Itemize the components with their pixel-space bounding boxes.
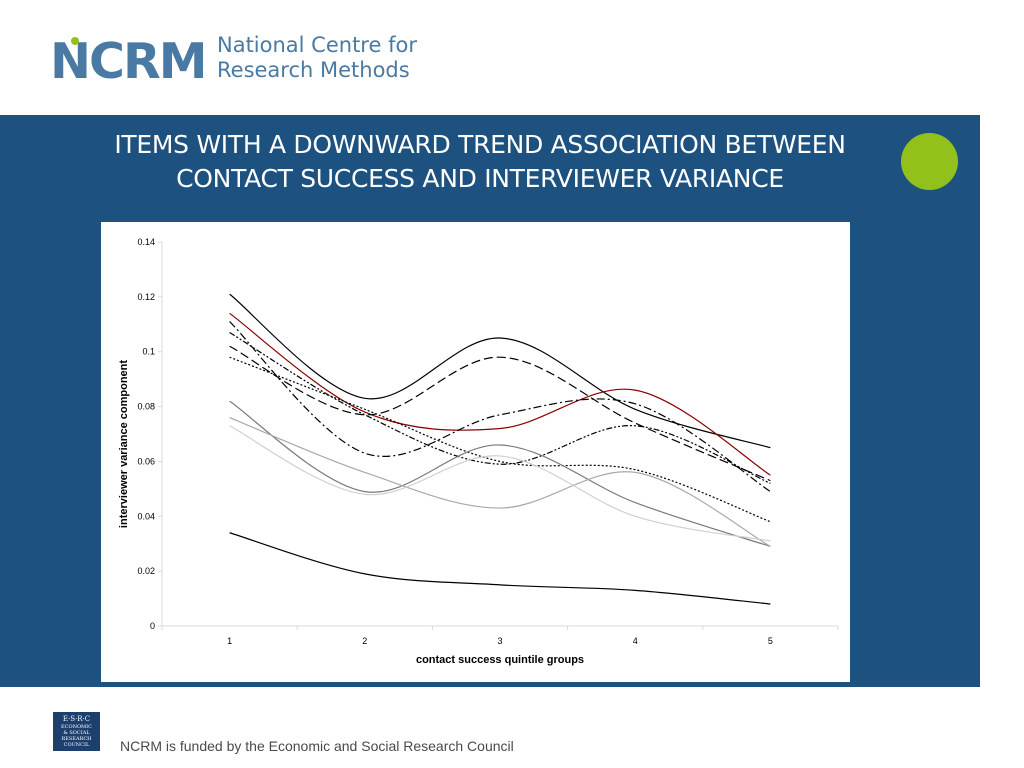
series-line-5: [229, 332, 771, 484]
esrc-logo-line-4: RESEARCH: [61, 736, 92, 742]
y-tick-label: 0.06: [137, 456, 155, 466]
esrc-logo-background: [53, 712, 100, 751]
series-line-7: [229, 400, 771, 548]
x-tick-label: 4: [633, 636, 638, 646]
chart-panel: 0 0.02 0.04 0.06 0.08 0.1 0.12 0.14 1 2 3 4 5 contact…: [101, 222, 850, 682]
title-line-2: CONTACT SUCCESS AND INTERVIEWER VARIANCE: [176, 164, 784, 193]
esrc-logo-line-3: & SOCIAL: [63, 730, 90, 736]
y-axis-title: interviewer variance component: [118, 360, 130, 528]
series-line-2: [229, 312, 771, 476]
x-axis-title: contact success quintile groups: [416, 654, 584, 666]
y-tick-label: 0.04: [137, 511, 155, 521]
y-tick-label: 0.1: [142, 347, 155, 357]
logo-dot: [71, 37, 79, 45]
line-chart: 0 0.02 0.04 0.06 0.08 0.1 0.12 0.14 1 2 3 4 5 contact…: [118, 237, 839, 666]
y-tick-label: 0.12: [137, 292, 155, 302]
slide-title: ITEMS WITH A DOWNWARD TREND ASSOCIATION …: [60, 128, 900, 196]
chart-series: [229, 293, 771, 605]
y-tick-label: 0.14: [137, 237, 155, 247]
ncrm-logo: NCRM National Centre for Research Method…: [50, 33, 417, 90]
esrc-logo-line-2: ECONOMIC: [61, 724, 92, 730]
logo-line2: Research Methods: [217, 58, 410, 82]
chart-labels: 0 0.02 0.04 0.06 0.08 0.1 0.12 0.14 1 2 3 4 5 contact…: [118, 237, 773, 666]
x-tick-label: 2: [362, 636, 367, 646]
series-line-10: [229, 532, 771, 605]
y-tick-label: 0.08: [137, 402, 155, 412]
series-line-6: [229, 356, 771, 523]
accent-circle: [901, 133, 958, 190]
esrc-logo-line-5: COUNCIL: [64, 742, 90, 748]
series-line-8: [229, 416, 771, 547]
esrc-logo: E·S·R·C ECONOMIC & SOCIAL RESEARCH COUNC…: [53, 712, 100, 751]
y-tick-label: 0: [150, 621, 155, 631]
series-line-3: [229, 345, 771, 482]
title-line-1: ITEMS WITH A DOWNWARD TREND ASSOCIATION …: [114, 130, 846, 159]
funding-statement: NCRM is funded by the Economic and Socia…: [120, 738, 514, 754]
logo-line1: National Centre for: [217, 33, 417, 57]
esrc-logo-line-1: E·S·R·C: [63, 715, 90, 723]
series-line-9: [229, 425, 771, 542]
x-tick-label: 5: [768, 636, 773, 646]
y-tick-label: 0.02: [137, 566, 155, 576]
x-tick-label: 3: [497, 636, 502, 646]
series-line-1: [229, 293, 771, 449]
chart-axes: [158, 241, 839, 630]
x-tick-label: 1: [227, 636, 232, 646]
